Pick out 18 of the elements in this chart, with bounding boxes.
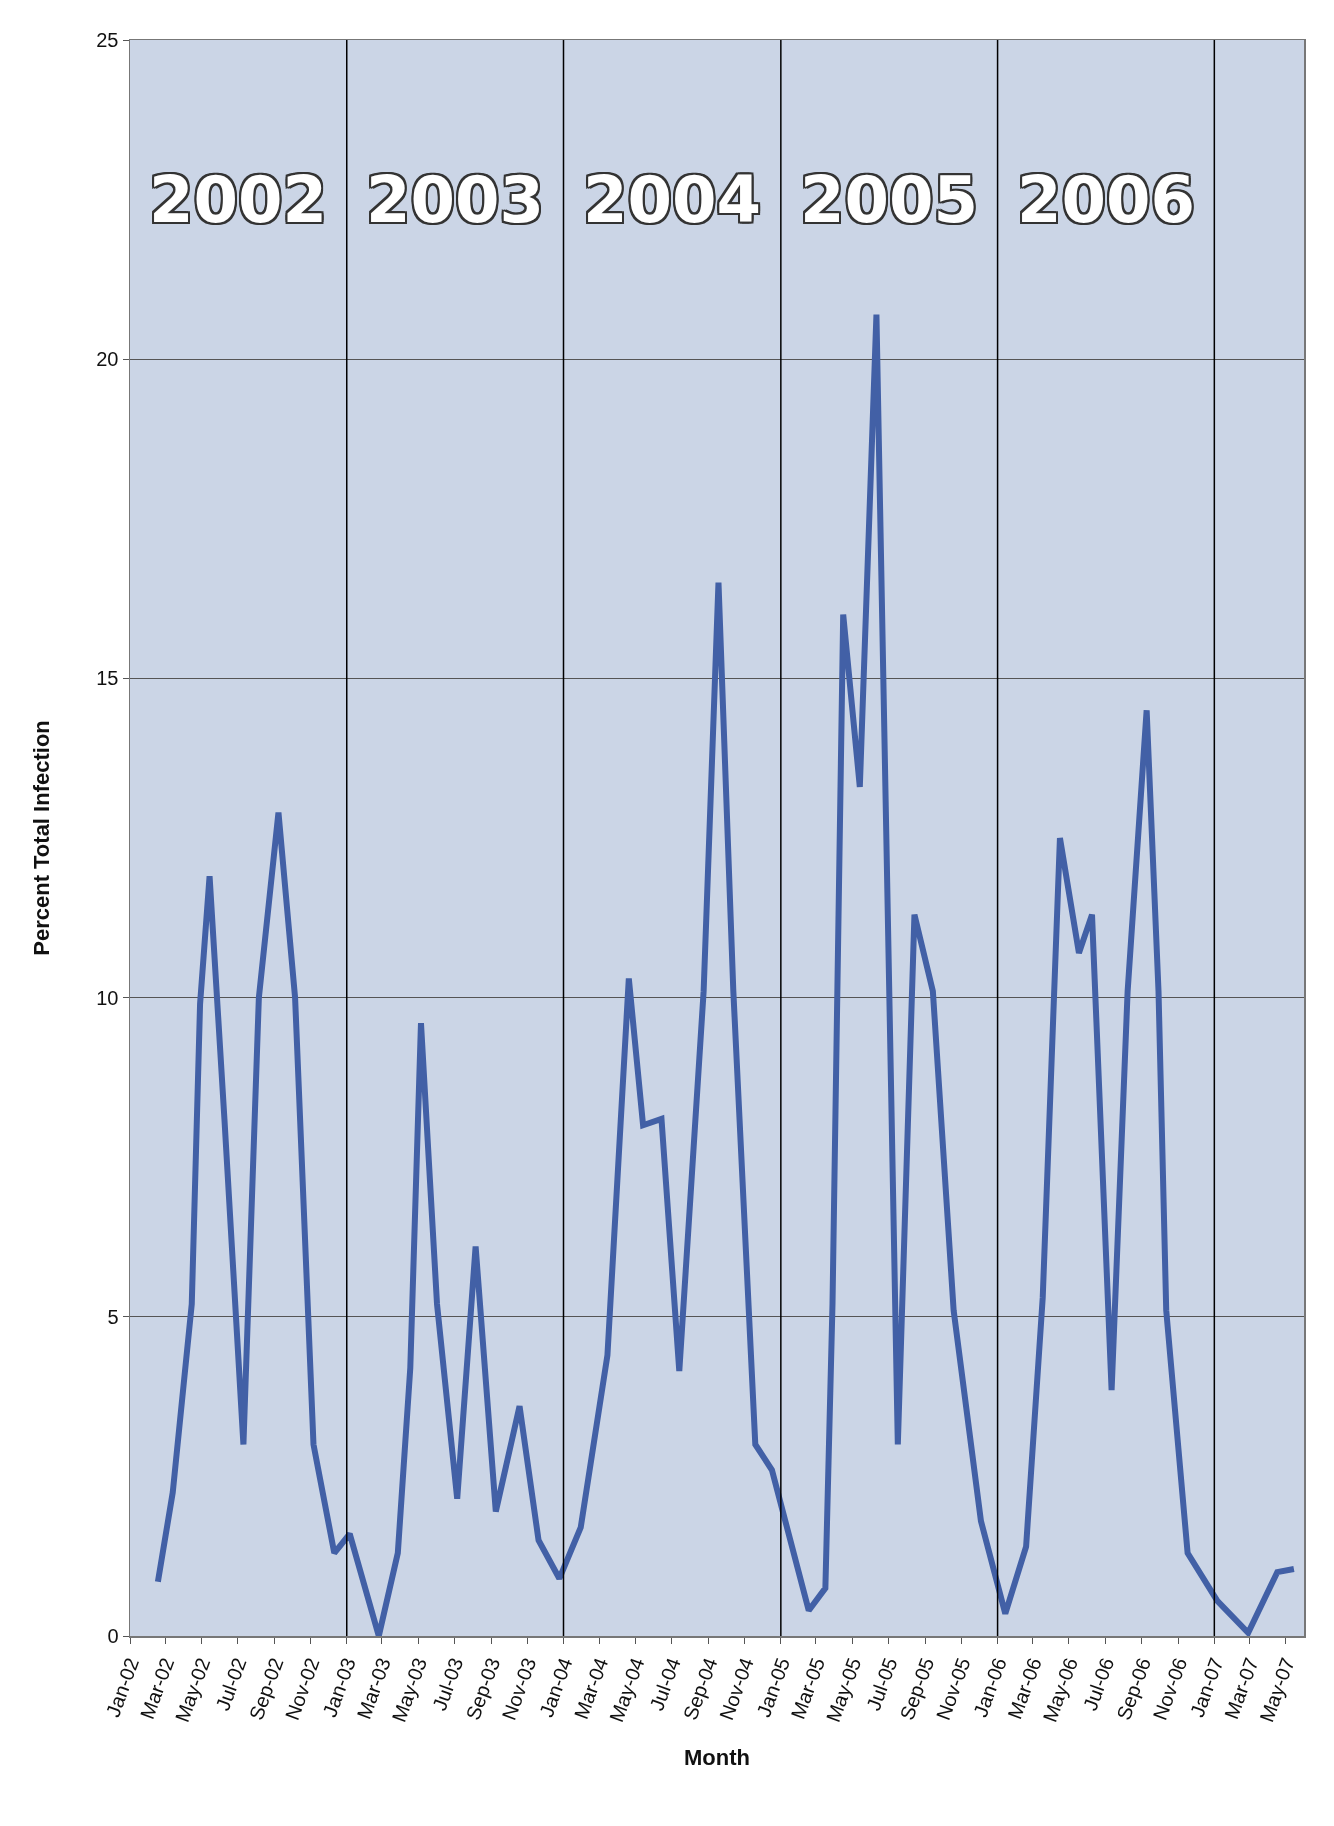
y-tick-label: 25 bbox=[96, 29, 119, 51]
y-tick-label: 0 bbox=[107, 1625, 119, 1647]
y-axis-title: Percent Total Infection bbox=[29, 720, 55, 956]
annotation: 2004 bbox=[583, 163, 762, 237]
x-tick-label: Jul-04 bbox=[645, 1654, 685, 1714]
annotation: 2002 bbox=[149, 163, 328, 237]
annotation: 2006 bbox=[1017, 163, 1196, 237]
x-axis-title: Month bbox=[684, 1744, 750, 1770]
x-tick-label: Jul-05 bbox=[862, 1654, 902, 1714]
y-tick-label: 5 bbox=[107, 1305, 119, 1328]
y-tick-label: 10 bbox=[96, 986, 119, 1009]
x-tick-label: Jul-06 bbox=[1078, 1654, 1119, 1714]
annotation: 2005 bbox=[800, 163, 979, 237]
x-tick-label: Jul-02 bbox=[211, 1654, 251, 1714]
y-tick-label: 15 bbox=[96, 667, 119, 690]
x-tick-label: Jul-03 bbox=[428, 1654, 468, 1714]
annotation: 2003 bbox=[366, 163, 545, 237]
y-tick-label: 20 bbox=[96, 348, 119, 371]
